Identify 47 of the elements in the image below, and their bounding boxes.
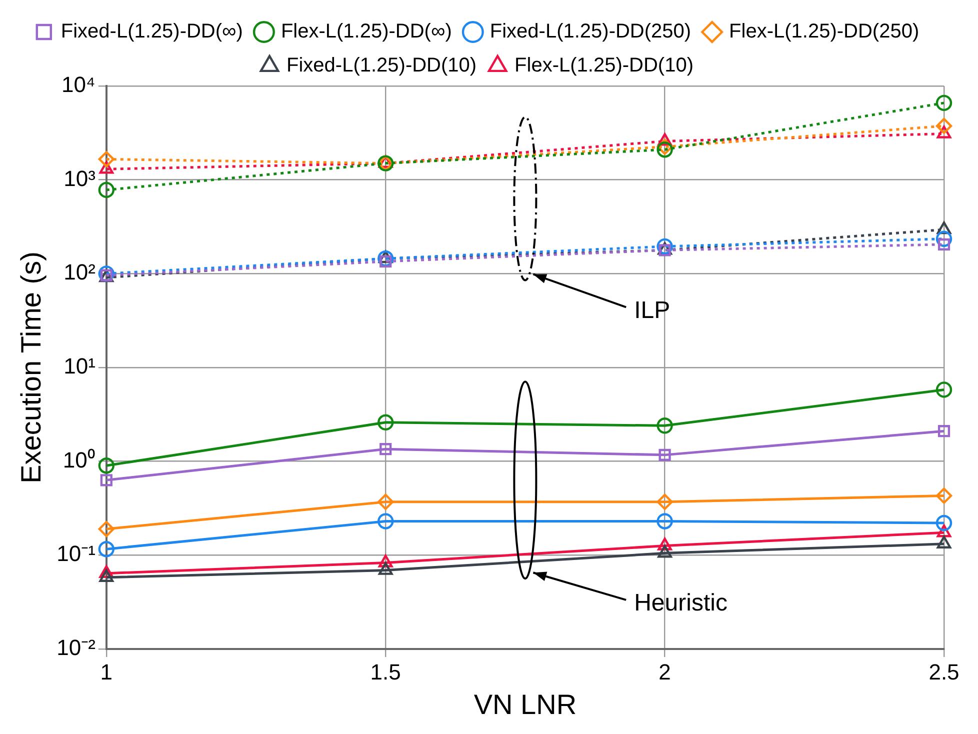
legend-label: Flex-L(1.25)-DD(∞) <box>280 20 452 43</box>
point <box>936 118 952 134</box>
point <box>938 425 950 438</box>
point <box>656 238 673 255</box>
y-tick-label: 10⁴ <box>61 72 96 98</box>
point <box>656 138 673 155</box>
point <box>98 541 114 558</box>
y-tick-label: 10³ <box>64 166 96 191</box>
legend-label: Fixed-L(1.25)-DD(∞) <box>60 20 243 43</box>
y-axis-title: Execution Time (s) <box>16 252 47 484</box>
point <box>378 494 394 510</box>
y-tick-label: 10⁰ <box>62 447 96 472</box>
point <box>656 142 673 158</box>
legend-label: Fixed-L(1.25)-DD(10) <box>286 54 477 77</box>
point <box>936 514 952 532</box>
point <box>98 151 114 168</box>
point <box>100 474 112 486</box>
y-tick-label: 10⁻² <box>56 635 96 660</box>
point <box>656 513 673 530</box>
y-tick-label: 10¹ <box>64 354 96 379</box>
y-tick-label: 10⁻¹ <box>56 541 96 566</box>
point <box>378 513 394 530</box>
legend-label: Flex-L(1.25)-DD(250) <box>729 20 920 43</box>
point <box>98 520 114 538</box>
point <box>656 494 673 510</box>
point <box>98 266 114 282</box>
point <box>936 94 952 112</box>
legend-label: Fixed-L(1.25)-DD(250) <box>490 20 692 43</box>
x-axis-title: VN LNR <box>474 688 577 720</box>
point <box>936 488 952 504</box>
point <box>656 418 673 434</box>
point <box>98 458 114 474</box>
point <box>380 443 392 456</box>
point <box>98 182 114 198</box>
point <box>658 448 671 461</box>
point <box>936 382 952 398</box>
x-tick-label: 2 <box>658 659 671 684</box>
point <box>378 414 394 430</box>
y-tick-label: 10² <box>64 260 96 285</box>
point <box>936 230 952 247</box>
point <box>378 250 394 267</box>
x-tick-label: 1 <box>100 659 113 684</box>
annotation: Heuristic <box>634 590 728 617</box>
legend-label: Flex-L(1.25)-DD(10) <box>514 54 694 77</box>
x-tick-label: 1.5 <box>370 659 401 684</box>
annotation: ILP <box>634 296 670 324</box>
x-tick-label: 2.5 <box>928 659 960 684</box>
